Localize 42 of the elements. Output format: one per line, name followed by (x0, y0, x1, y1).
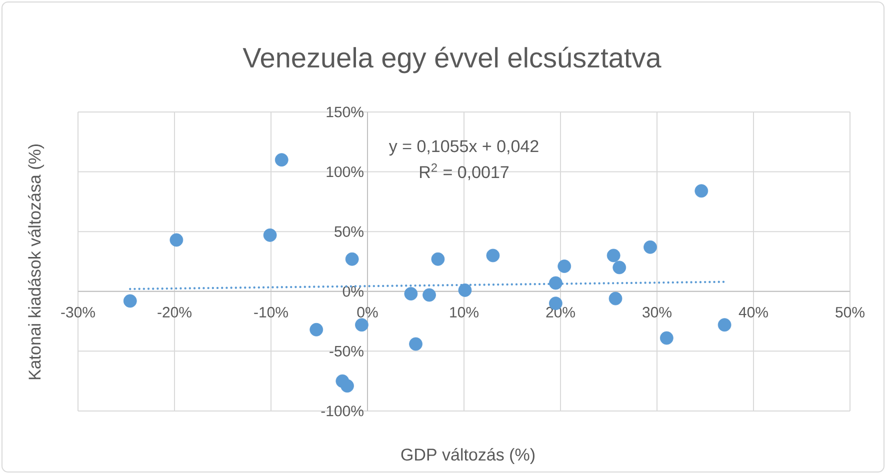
y-tick-label: -100% (321, 406, 364, 416)
y-tick-label: 0% (342, 286, 364, 297)
point (694, 184, 708, 198)
x-tick-label: 10% (450, 306, 478, 318)
point (548, 276, 562, 290)
x-tick-label: 30% (642, 306, 672, 318)
point (263, 228, 277, 242)
point (123, 294, 137, 308)
point (274, 153, 288, 167)
point (431, 252, 445, 266)
point (310, 322, 324, 336)
x-tick-label: -10% (254, 306, 288, 318)
x-tick-label: -20% (158, 306, 192, 318)
point (644, 240, 657, 254)
y-tick-label: -50% (330, 346, 364, 356)
point (345, 252, 359, 266)
point (486, 248, 500, 262)
x-tick-label: -30% (61, 306, 95, 318)
point (340, 379, 354, 393)
point (718, 318, 732, 332)
chart-title: Venezuela egy évvel elcsúsztatva (242, 46, 662, 74)
annotation: R$^{2}$ = 0,0017 (420, 163, 509, 180)
point (660, 331, 674, 345)
point (558, 260, 572, 273)
point (404, 287, 418, 300)
y-tick-label: 50% (334, 226, 364, 237)
point (355, 318, 368, 332)
x-tick-label: 40% (738, 306, 768, 318)
point (612, 260, 626, 274)
point (170, 233, 184, 247)
y-axis-title: Katonai kiadások változása (%) (28, 144, 44, 380)
annotation: y = 0,1055x + 0,042 (388, 140, 538, 156)
y-tick-label: 150% (326, 106, 364, 118)
x-tick-label: 0% (357, 306, 378, 318)
point (608, 292, 622, 306)
x-tick-label: 50% (836, 306, 864, 318)
y-tick-label: 100% (326, 166, 364, 178)
point (606, 248, 620, 262)
point (458, 283, 472, 297)
point (422, 288, 436, 302)
point (409, 337, 422, 351)
x-axis-title: GDP változás (%) (401, 448, 534, 464)
